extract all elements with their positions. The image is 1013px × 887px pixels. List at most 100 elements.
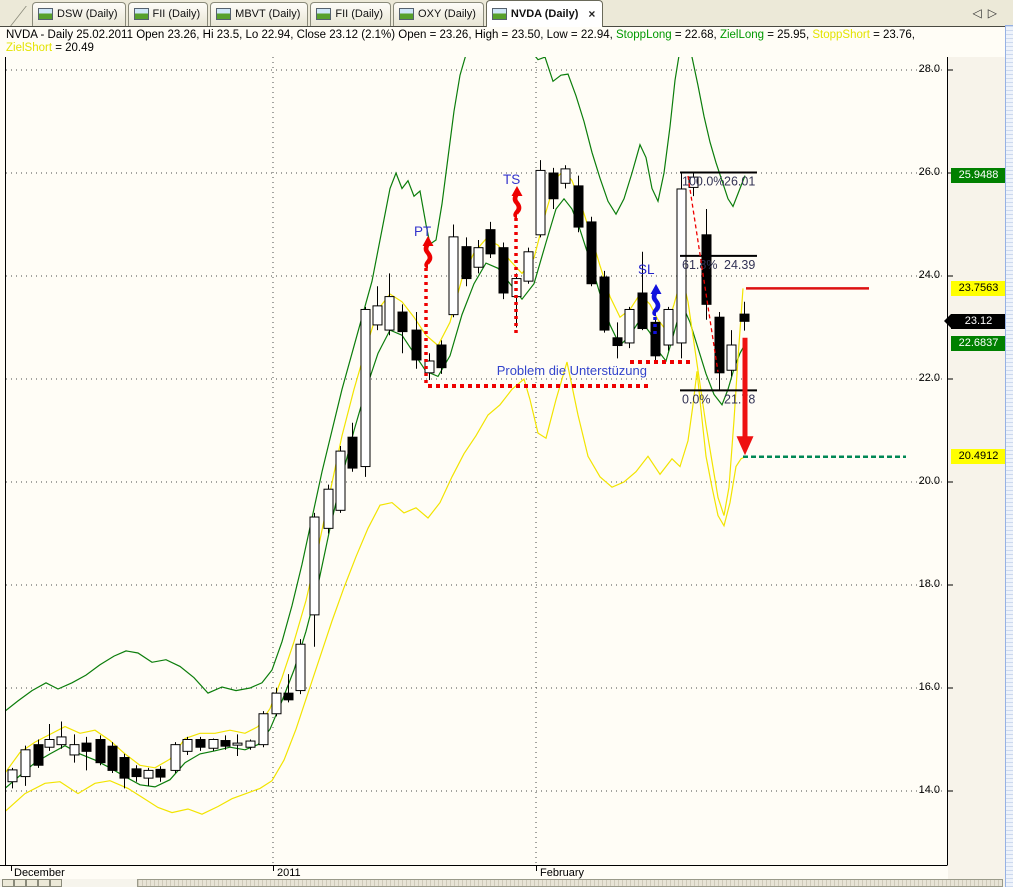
chart-thumbnail-icon [216, 8, 232, 20]
candle-body [323, 488, 334, 529]
candle-body [599, 276, 610, 331]
price-marker-25-9488: 25.9488 [951, 168, 1006, 184]
candle-body [535, 169, 546, 236]
trend-dashed-line[interactable] [687, 175, 719, 373]
price-marker-23-12: 23.12 [944, 313, 1006, 329]
candle-body [283, 692, 294, 701]
candle-body [95, 739, 106, 764]
tab-nvda-daily-[interactable]: NVDA (Daily) × [485, 0, 604, 27]
indicator-line-zielshort [5, 361, 746, 815]
candle-body [663, 308, 674, 346]
candle-body [548, 172, 559, 200]
hscroll-button-4[interactable] [50, 879, 62, 887]
candle-body [119, 757, 130, 779]
candle-body [384, 296, 395, 331]
y-axis-label: 16.0 [918, 681, 940, 693]
candle-body [155, 768, 166, 778]
candle-body [461, 246, 472, 280]
candle-body [612, 337, 623, 347]
tab-scroll-right-icon[interactable]: ▷ [987, 6, 1003, 20]
tab-mbvt-daily-[interactable]: MBVT (Daily) [210, 2, 309, 26]
hscroll-button-3[interactable] [38, 879, 50, 887]
x-axis-month-label: December [14, 867, 65, 879]
vertical-scrollbar[interactable] [1005, 25, 1013, 887]
price-marker-23-7563: 23.7563 [951, 281, 1006, 297]
chart-thumbnail-icon [38, 8, 53, 20]
quote-header: NVDA - Daily 25.02.2011 Open 23.26, Hi 2… [0, 27, 1013, 57]
hscroll-button-2[interactable] [26, 879, 38, 887]
tab-label: FII (Daily) [152, 8, 201, 20]
y-axis-label: 22.0 [918, 372, 940, 384]
price-marker-20-4912: 20.4912 [951, 449, 1006, 465]
candle-body [397, 311, 408, 333]
tab-fii-daily-[interactable]: FII (Daily) [127, 2, 209, 26]
chart-thumbnail-icon [399, 8, 415, 20]
tab-label: MBVT (Daily) [235, 8, 301, 20]
annotation-label-pt: PT [414, 224, 431, 239]
candles-layer [7, 160, 750, 789]
candle-body [676, 188, 687, 344]
tabbar-slant-edge [10, 6, 27, 26]
y-axis-label: 20.0 [918, 475, 940, 487]
candle-body [448, 236, 459, 316]
header-segment: ZielLong [719, 29, 765, 41]
candle-body [714, 316, 725, 374]
chart-thumbnail-icon [491, 7, 507, 20]
header-segment: StoppLong [616, 29, 672, 41]
candle-body [436, 344, 447, 369]
candle-body [20, 749, 31, 778]
hscroll-button-1[interactable] [14, 879, 26, 887]
candle-body [523, 251, 534, 282]
candle-body [182, 739, 193, 752]
header-segment: StoppShort [812, 29, 870, 41]
candle-body [309, 516, 320, 616]
fib-value-label: 21.78 [724, 392, 755, 406]
tab-scroll-left-icon[interactable]: ◁ [972, 6, 988, 20]
candle-body [560, 168, 571, 184]
header-segment: = 22.68, [671, 29, 720, 41]
candle-body [131, 768, 142, 778]
header-segment: NVDA - Daily 25.02.2011 Open 23.26, Hi 2… [6, 29, 617, 41]
candle-body [143, 769, 154, 779]
x-axis-month-label: 2011 [277, 867, 301, 879]
candle-body [56, 736, 67, 746]
candle-body [624, 308, 635, 344]
candle-body [739, 313, 750, 322]
price-marker-22-6837: 22.6837 [951, 336, 1006, 352]
header-segment: = 25.95, [764, 29, 813, 41]
header-segment: = 23.76, [869, 29, 915, 41]
horizontal-scrollbar-thumb[interactable] [137, 879, 1003, 887]
candle-body [726, 344, 737, 371]
tab-label: NVDA (Daily) [510, 7, 579, 20]
hscroll-button-0[interactable] [2, 879, 14, 887]
indicator-line-ziellong [5, 57, 746, 712]
tab-dsw-daily-[interactable]: DSW (Daily) [32, 2, 126, 26]
candle-body [44, 739, 55, 748]
tab-label: DSW (Daily) [57, 8, 118, 20]
chart-thumbnail-icon [133, 8, 149, 20]
candle-body [360, 308, 371, 468]
chart-thumbnail-icon [316, 8, 332, 20]
tab-fii-daily-[interactable]: FII (Daily) [310, 2, 392, 26]
indicator-line-stoppshort [5, 169, 744, 774]
candle-body [650, 321, 661, 357]
fib-pct-label: 61.8% [682, 258, 717, 272]
candle-body [688, 176, 699, 188]
tab-oxy-daily-[interactable]: OXY (Daily) [393, 2, 484, 26]
header-segment: ZielShort [6, 42, 53, 54]
tab-bar: DSW (Daily) FII (Daily) MBVT (Daily) FII (D… [0, 0, 1013, 27]
candle-body [271, 692, 282, 715]
candle-body [220, 740, 231, 747]
candle-body [485, 229, 496, 255]
candle-body [295, 643, 306, 692]
candle-body [498, 247, 509, 294]
tab-close-icon[interactable]: × [588, 6, 596, 21]
candle-body [195, 739, 206, 748]
candle-body [335, 450, 346, 511]
horizontal-scrollbar[interactable] [0, 879, 1005, 887]
candle-body [411, 329, 422, 361]
candle-body [33, 744, 44, 766]
candle-body [81, 742, 92, 752]
